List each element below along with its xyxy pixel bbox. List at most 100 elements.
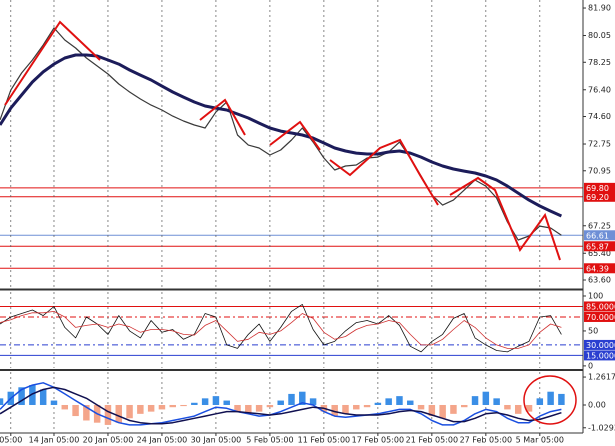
histogram-bar: [147, 404, 155, 412]
y-tick-label: 65.40: [588, 249, 611, 258]
histogram-bar: [288, 393, 295, 405]
y-tick-label: 0: [588, 361, 593, 370]
histogram-bar: [234, 404, 241, 412]
annotations: [4, 20, 577, 425]
level-label-box: [584, 263, 615, 274]
y-tick-label: 72.75: [588, 140, 611, 149]
y-tick-label: 74.60: [588, 112, 611, 121]
histogram-bar: [29, 385, 36, 405]
histogram-bar: [450, 404, 457, 414]
histogram-bar: [342, 404, 349, 414]
y-tick-label: 67.25: [588, 221, 611, 230]
y-tick-label: 76.40: [588, 85, 611, 94]
histogram-bar: [514, 404, 522, 414]
histogram-bar: [439, 404, 446, 419]
histogram-bar: [385, 398, 392, 405]
histogram-bar: [407, 400, 414, 405]
level-label-box: [584, 339, 615, 350]
histogram-bar: [277, 400, 284, 405]
histogram-bar: [331, 404, 338, 417]
level-label: 69.20: [586, 193, 609, 202]
histogram-bar: [50, 400, 58, 405]
series-line: [0, 27, 562, 241]
y-tick-label: 100: [588, 291, 603, 300]
histogram-bar: [547, 391, 554, 405]
histogram-bar: [255, 404, 263, 412]
histogram-bar: [201, 398, 209, 405]
level-label-box: [584, 241, 615, 252]
histogram-bar: [0, 398, 4, 405]
level-label-box: [584, 182, 615, 193]
histogram-bar: [504, 404, 511, 410]
x-tick-label: 11 Feb 05:00: [298, 436, 350, 445]
histogram-bar: [525, 404, 533, 412]
histogram-bar: [363, 404, 371, 408]
x-tick-label: 17 Feb 05:00: [352, 436, 404, 445]
histogram-bar: [223, 400, 230, 405]
series-line: [0, 311, 562, 349]
histogram-bar: [72, 404, 79, 417]
level-label: 65.87: [586, 242, 609, 251]
level-label: 85.0000: [586, 302, 615, 311]
level-label-box: [584, 301, 615, 312]
level-label: 70.0000: [586, 313, 615, 322]
level-label-box: [584, 311, 615, 322]
histogram-bar: [482, 391, 490, 405]
histogram-bar: [169, 404, 176, 408]
x-tick-label: 05:00: [0, 436, 22, 445]
histogram-bar: [191, 402, 198, 405]
histogram-bar: [309, 398, 317, 405]
series-line: [0, 304, 562, 353]
histogram-bar: [266, 404, 274, 408]
histogram-bar: [558, 393, 565, 405]
histogram-bar: [417, 404, 425, 410]
y-tick-label: 63.60: [588, 276, 611, 285]
histogram-bar: [61, 404, 69, 410]
histogram-bar: [299, 391, 306, 405]
histogram-bar: [212, 396, 220, 405]
histogram-bar: [471, 396, 479, 405]
histogram-bar: [137, 404, 144, 414]
level-label: 15.0000: [586, 351, 615, 360]
series-line: [0, 382, 562, 426]
x-tick-label: 24 Jan 05:00: [137, 436, 188, 445]
axis: 81.90 80.05 78.25 76.40 74.60 72.75 70.95 67.25…: [0, 4, 615, 445]
histogram-bar: [18, 387, 25, 405]
x-tick-label: 14 Jan 05:00: [29, 436, 80, 445]
x-tick-label: 27 Feb 05:00: [460, 436, 512, 445]
level-label: 66.61: [586, 231, 609, 240]
level-label-box: [584, 191, 615, 202]
y-tick-label: 0.00: [588, 400, 606, 409]
histogram-bar: [493, 398, 500, 405]
histogram-bar: [353, 404, 360, 410]
y-tick-label: 81.90: [588, 4, 611, 13]
x-tick-label: 5 Feb 05:00: [246, 436, 293, 445]
level-label: 30.0000: [586, 341, 615, 350]
histogram-bar: [461, 404, 468, 408]
x-tick-label: 30 Jan 05:00: [191, 436, 242, 445]
series-line: [0, 53, 563, 218]
plot: [0, 27, 565, 426]
y-tick-label: 1.2617: [588, 373, 615, 382]
level-label: 64.39: [586, 264, 609, 273]
histogram-bar: [536, 398, 544, 405]
histogram-bar: [428, 404, 436, 417]
y-tick-label: 50: [588, 326, 598, 335]
histogram-bar: [126, 404, 133, 419]
histogram-bar: [180, 404, 187, 407]
histogram-bar: [115, 404, 122, 423]
y-tick-label: -1.0293: [588, 423, 615, 432]
y-tick-label: 80.05: [588, 31, 611, 40]
histogram-bar: [39, 389, 47, 405]
histogram-bar: [396, 396, 403, 405]
level-label: 69.80: [586, 184, 609, 193]
series-line: [0, 386, 562, 425]
x-tick-label: 5 Mar 05:00: [516, 436, 564, 445]
histogram-bar: [83, 404, 90, 421]
y-tick-label: 78.25: [588, 58, 611, 67]
y-tick-label: 70.95: [588, 166, 611, 175]
level-label-box: [584, 350, 615, 361]
x-tick-label: 21 Feb 05:00: [406, 436, 458, 445]
